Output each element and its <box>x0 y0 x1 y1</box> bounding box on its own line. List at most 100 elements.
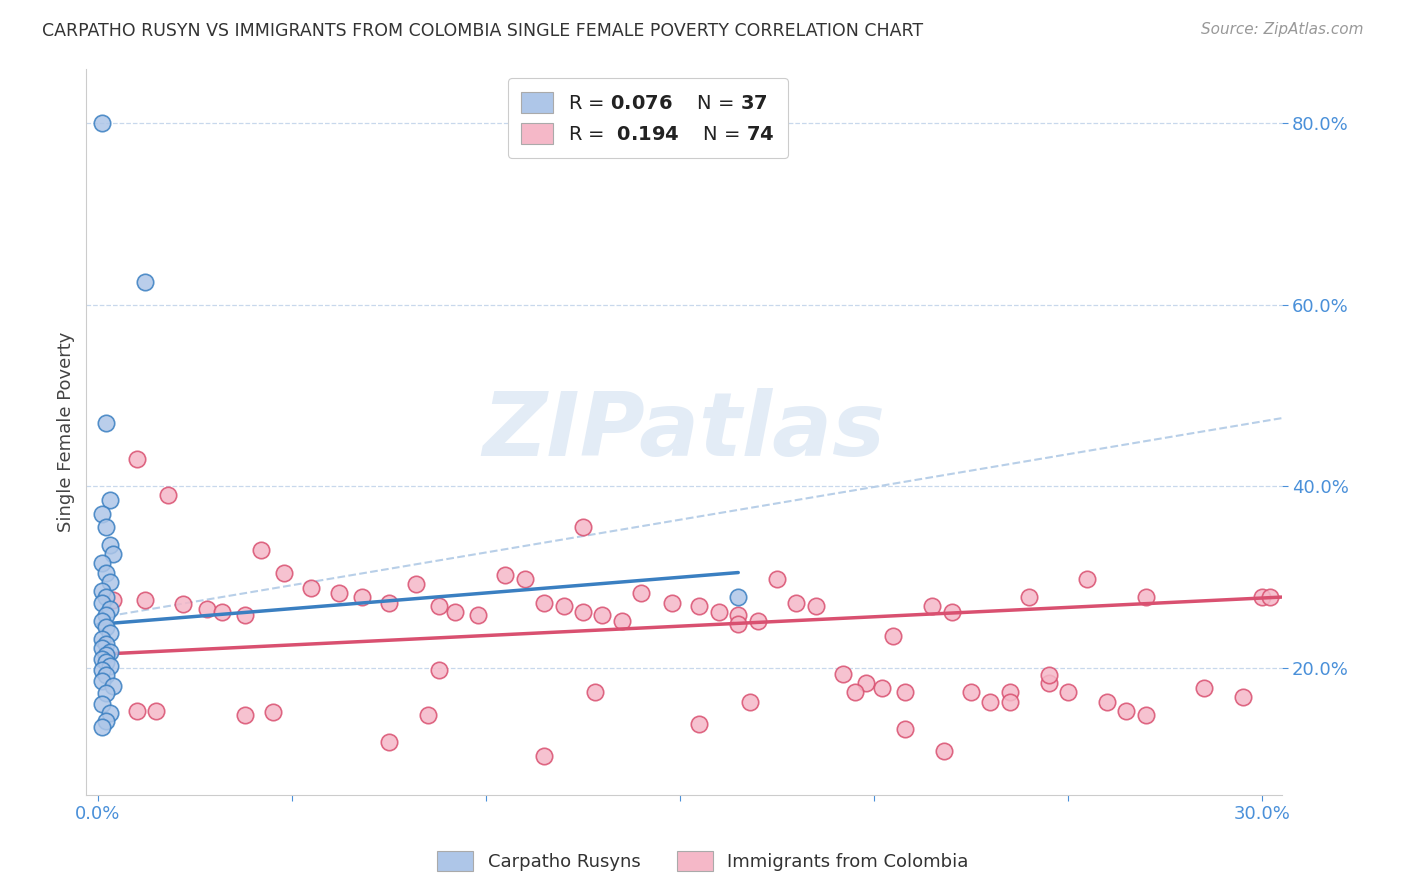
Point <box>533 595 555 609</box>
Point <box>444 605 467 619</box>
Point <box>1232 690 1254 704</box>
Point <box>513 572 536 586</box>
Point <box>90 632 112 646</box>
Point <box>103 679 125 693</box>
Point <box>979 694 1001 708</box>
Point <box>882 629 904 643</box>
Point <box>591 608 613 623</box>
Point <box>844 685 866 699</box>
Point <box>90 652 112 666</box>
Point <box>998 685 1021 699</box>
Point <box>98 602 121 616</box>
Point <box>134 592 156 607</box>
Point <box>533 749 555 764</box>
Legend: R = $\mathbf{0.076}$    N = $\mathbf{37}$, R =  $\mathbf{0.194}$    N = $\mathbf: R = $\mathbf{0.076}$ N = $\mathbf{37}$, … <box>508 78 789 158</box>
Point <box>572 605 595 619</box>
Point <box>1135 708 1157 723</box>
Point <box>1038 676 1060 690</box>
Point <box>299 581 322 595</box>
Point <box>211 605 233 619</box>
Point <box>378 735 401 749</box>
Point <box>90 673 112 688</box>
Point <box>235 708 257 723</box>
Point <box>90 595 112 609</box>
Point <box>405 577 427 591</box>
Point <box>90 663 112 677</box>
Point <box>583 685 606 699</box>
Point <box>350 590 373 604</box>
Point <box>134 275 156 289</box>
Point <box>156 488 179 502</box>
Point <box>94 686 117 700</box>
Point <box>98 574 121 589</box>
Point <box>1076 572 1098 586</box>
Point <box>94 608 117 623</box>
Point <box>494 568 516 582</box>
Point <box>98 659 121 673</box>
Point <box>125 704 148 718</box>
Point <box>94 590 117 604</box>
Text: Source: ZipAtlas.com: Source: ZipAtlas.com <box>1201 22 1364 37</box>
Point <box>467 608 489 623</box>
Point <box>90 507 112 521</box>
Legend: Carpatho Rusyns, Immigrants from Colombia: Carpatho Rusyns, Immigrants from Colombi… <box>430 844 976 879</box>
Point <box>429 599 451 614</box>
Point <box>727 617 749 632</box>
Point <box>94 714 117 728</box>
Point <box>94 656 117 670</box>
Point <box>553 599 575 614</box>
Point <box>172 598 194 612</box>
Point <box>661 595 683 609</box>
Point <box>94 416 117 430</box>
Point <box>98 538 121 552</box>
Point <box>932 744 955 758</box>
Point <box>90 698 112 712</box>
Point <box>94 620 117 634</box>
Point <box>610 614 633 628</box>
Point <box>94 637 117 651</box>
Point <box>235 608 257 623</box>
Point <box>1057 685 1080 699</box>
Point <box>998 694 1021 708</box>
Point <box>429 663 451 677</box>
Point <box>90 116 112 130</box>
Point <box>894 685 917 699</box>
Point <box>1258 590 1281 604</box>
Point <box>90 557 112 571</box>
Point <box>630 586 652 600</box>
Point <box>94 566 117 580</box>
Point <box>804 599 827 614</box>
Point <box>103 548 125 562</box>
Point <box>328 586 350 600</box>
Point <box>960 685 983 699</box>
Point <box>894 722 917 736</box>
Point <box>378 595 401 609</box>
Point <box>1135 590 1157 604</box>
Point <box>262 705 284 719</box>
Point <box>1038 668 1060 682</box>
Point <box>688 717 710 731</box>
Point <box>416 708 439 723</box>
Point <box>747 614 769 628</box>
Point <box>766 572 789 586</box>
Point <box>941 605 963 619</box>
Point <box>94 648 117 663</box>
Point <box>103 592 125 607</box>
Point <box>738 694 761 708</box>
Point <box>1095 694 1118 708</box>
Y-axis label: Single Female Poverty: Single Female Poverty <box>58 332 75 532</box>
Point <box>90 583 112 598</box>
Point <box>688 599 710 614</box>
Point <box>90 720 112 734</box>
Point <box>921 599 943 614</box>
Point <box>785 595 807 609</box>
Point <box>98 492 121 507</box>
Point <box>1251 590 1274 604</box>
Point <box>125 452 148 467</box>
Point <box>727 608 749 623</box>
Point <box>195 602 218 616</box>
Point <box>1192 681 1215 695</box>
Point <box>870 681 893 695</box>
Point <box>572 520 595 534</box>
Point <box>98 644 121 658</box>
